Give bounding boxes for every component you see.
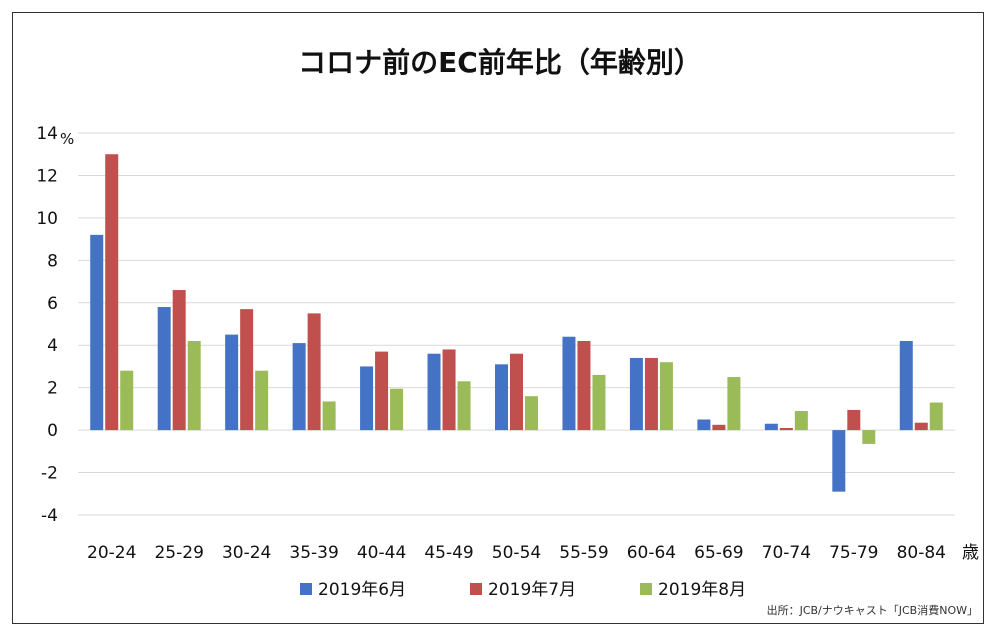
- chart-title: コロナ前のEC前年比（年齢別）: [298, 46, 702, 79]
- bar-50-54-series-2: [510, 353, 523, 431]
- bar-60-64-series-1: [629, 357, 643, 431]
- x-category-label: 20-24: [87, 543, 136, 563]
- bar-35-39-series-2: [307, 313, 321, 431]
- bar-25-29-series-3: [187, 340, 201, 431]
- bar-75-79-series-1: [832, 430, 846, 492]
- grid-lines: [78, 132, 955, 516]
- y-tick-label: -2: [41, 464, 58, 484]
- x-axis-categories: 20-24 25-29 30-24 35-39 40-44 45-49 50-54 55-59…: [87, 543, 946, 563]
- bar-50-54-series-3: [525, 396, 538, 431]
- x-category-label: 40-44: [357, 543, 406, 563]
- x-axis-unit: 歳: [962, 543, 979, 563]
- x-category-label: 65-69: [694, 543, 743, 563]
- legend-swatch: [470, 583, 482, 595]
- legend-label: 2019年8月: [658, 580, 746, 600]
- bar-35-39-series-3: [322, 401, 336, 431]
- bar-70-74-series-2: [779, 427, 793, 431]
- y-axis-unit: %: [60, 130, 74, 148]
- x-category-label: 75-79: [829, 543, 878, 563]
- x-category-label: 45-49: [424, 543, 473, 563]
- bar-40-44-series-2: [375, 351, 389, 431]
- bar-50-54-series-1: [495, 364, 508, 431]
- y-tick-label: 4: [47, 336, 58, 356]
- x-category-label: 35-39: [289, 543, 338, 563]
- bar-25-29-series-2: [172, 290, 186, 431]
- legend-swatch: [640, 583, 652, 595]
- x-category-label: 30-24: [222, 543, 271, 563]
- bar-45-49-series-2: [442, 349, 456, 431]
- y-tick-label: 0: [47, 421, 58, 441]
- x-category-label: 60-64: [627, 543, 676, 563]
- bar-30-24-series-2: [240, 309, 254, 431]
- bar-80-84-series-1: [899, 340, 913, 431]
- bar-20-24-series-3: [120, 370, 134, 431]
- x-category-label: 55-59: [559, 543, 608, 563]
- bar-75-79-series-2: [847, 409, 861, 431]
- bar-45-49-series-3: [457, 381, 471, 431]
- x-category-label: 50-54: [492, 543, 541, 563]
- bar-25-29-series-1: [157, 307, 171, 431]
- bar-60-64-series-2: [644, 357, 658, 431]
- bar-70-74-series-1: [764, 423, 778, 431]
- bar-65-69-series-1: [697, 419, 711, 431]
- bar-55-59-series-1: [562, 336, 576, 431]
- y-tick-label: 6: [47, 294, 58, 314]
- bar-20-24-series-2: [105, 154, 119, 431]
- legend-label: 2019年7月: [488, 580, 576, 600]
- legend-label: 2019年6月: [318, 580, 406, 600]
- bar-70-74-series-3: [794, 411, 808, 431]
- bar-65-69-series-2: [712, 424, 726, 431]
- legend-swatch: [300, 583, 312, 595]
- legend: 2019年6月 2019年7月 2019年8月: [300, 580, 746, 600]
- bar-75-79-series-3: [862, 430, 876, 444]
- bar-45-49-series-1: [427, 353, 441, 431]
- bar-30-24-series-1: [225, 334, 239, 431]
- y-tick-label: -4: [41, 506, 58, 526]
- source-note: 出所：JCB/ナウキャスト「JCB消費NOW」: [767, 603, 978, 617]
- bar-35-39-series-1: [292, 343, 306, 431]
- y-tick-label: 2: [47, 379, 58, 399]
- bar-30-24-series-3: [255, 370, 269, 431]
- x-category-label: 25-29: [154, 543, 203, 563]
- bar-40-44-series-3: [390, 388, 404, 431]
- x-category-label: 70-74: [762, 543, 811, 563]
- y-tick-label: 14: [36, 124, 58, 144]
- bars: [90, 154, 943, 492]
- x-category-label: 80-84: [897, 543, 946, 563]
- bar-65-69-series-3: [727, 377, 741, 431]
- bar-20-24-series-1: [90, 234, 104, 431]
- y-axis-ticks: -4 -2 0 2 4 6 8 10 12 14: [36, 124, 58, 526]
- bar-80-84-series-2: [914, 422, 928, 431]
- y-tick-label: 10: [36, 209, 58, 229]
- bar-80-84-series-3: [929, 402, 943, 431]
- bar-55-59-series-2: [577, 340, 591, 431]
- bar-60-64-series-3: [659, 362, 673, 431]
- bar-55-59-series-3: [592, 374, 606, 431]
- bar-40-44-series-1: [360, 366, 374, 431]
- y-tick-label: 8: [47, 251, 58, 271]
- y-tick-label: 12: [36, 166, 58, 186]
